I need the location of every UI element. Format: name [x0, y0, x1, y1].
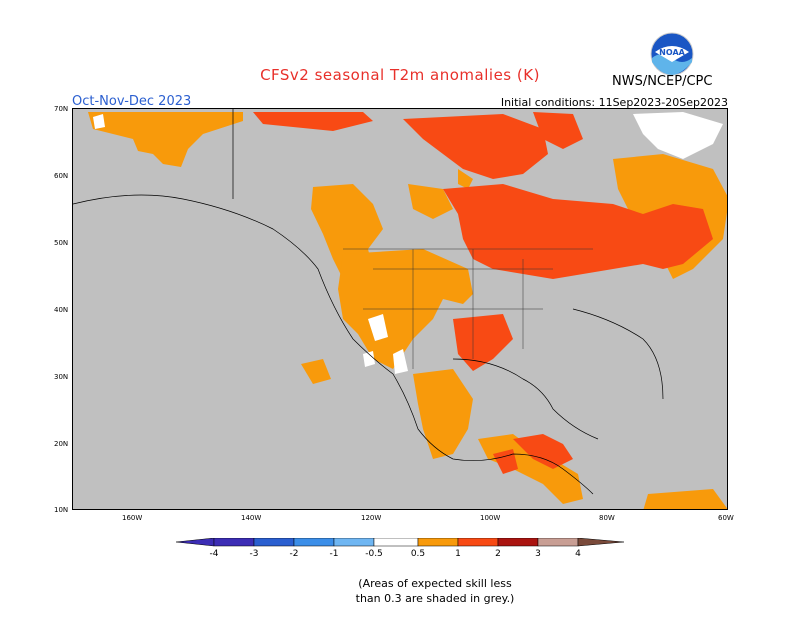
- legend-tick: 1: [455, 549, 461, 559]
- lon-label: 160W: [122, 514, 143, 522]
- map-title: CFSv2 seasonal T2m anomalies (K): [260, 66, 540, 84]
- lon-label: 80W: [599, 514, 615, 522]
- anomaly-map: [72, 108, 728, 510]
- state-borders: [343, 248, 593, 369]
- legend-tick: -0.5: [365, 549, 383, 559]
- legend-swatch: [537, 538, 579, 547]
- legend-tick: -3: [250, 549, 259, 559]
- legend-swatch: [253, 538, 295, 547]
- initial-conditions-label: Initial conditions: 11Sep2023-20Sep2023: [500, 96, 728, 109]
- lat-label: 40N: [54, 306, 69, 314]
- map-svg: [73, 109, 727, 509]
- note-line-2: than 0.3 are shaded in grey.): [355, 592, 515, 605]
- skill-note: (Areas of expected skill less than 0.3 a…: [0, 576, 800, 606]
- lon-label: 140W: [241, 514, 262, 522]
- legend-tick: -1: [330, 549, 339, 559]
- lat-label: 50N: [54, 239, 69, 247]
- legend-arrow-right: [577, 538, 624, 547]
- color-legend: -4 -3 -2 -1 -0.5 0.5 1 2 3 4: [176, 538, 624, 559]
- legend-swatch: [213, 538, 255, 547]
- noaa-logo-icon: NOAA: [650, 32, 694, 76]
- legend-swatch: [293, 538, 335, 547]
- legend-tick: -4: [210, 549, 219, 559]
- legend-swatch: [333, 538, 375, 547]
- lat-label: 70N: [54, 105, 69, 113]
- red-anomaly-regions: [253, 112, 713, 474]
- legend-swatch: [457, 538, 499, 547]
- season-label: Oct-Nov-Dec 2023: [72, 94, 192, 109]
- orange-anomaly-regions: [88, 112, 727, 509]
- note-line-1: (Areas of expected skill less: [358, 577, 512, 590]
- legend-tick: -2: [290, 549, 299, 559]
- logo-text: NOAA: [659, 48, 685, 57]
- lat-label: 60N: [54, 172, 69, 180]
- white-regions: [93, 112, 723, 374]
- agency-label: NWS/NCEP/CPC: [612, 74, 713, 89]
- legend-arrow-left: [176, 538, 215, 547]
- lat-label: 20N: [54, 440, 69, 448]
- lon-label: 60W: [718, 514, 734, 522]
- legend-swatch: [497, 538, 539, 547]
- legend-tick: 0.5: [411, 549, 425, 559]
- legend-tick: 2: [495, 549, 501, 559]
- lat-label: 10N: [54, 506, 69, 514]
- legend-swatch: [373, 538, 419, 547]
- lon-label: 120W: [361, 514, 382, 522]
- lon-label: 100W: [480, 514, 501, 522]
- legend-tick: 4: [575, 549, 581, 559]
- legend-swatch: [417, 538, 459, 547]
- coastlines: [73, 109, 664, 495]
- lat-label: 30N: [54, 373, 69, 381]
- legend-tick: 3: [535, 549, 541, 559]
